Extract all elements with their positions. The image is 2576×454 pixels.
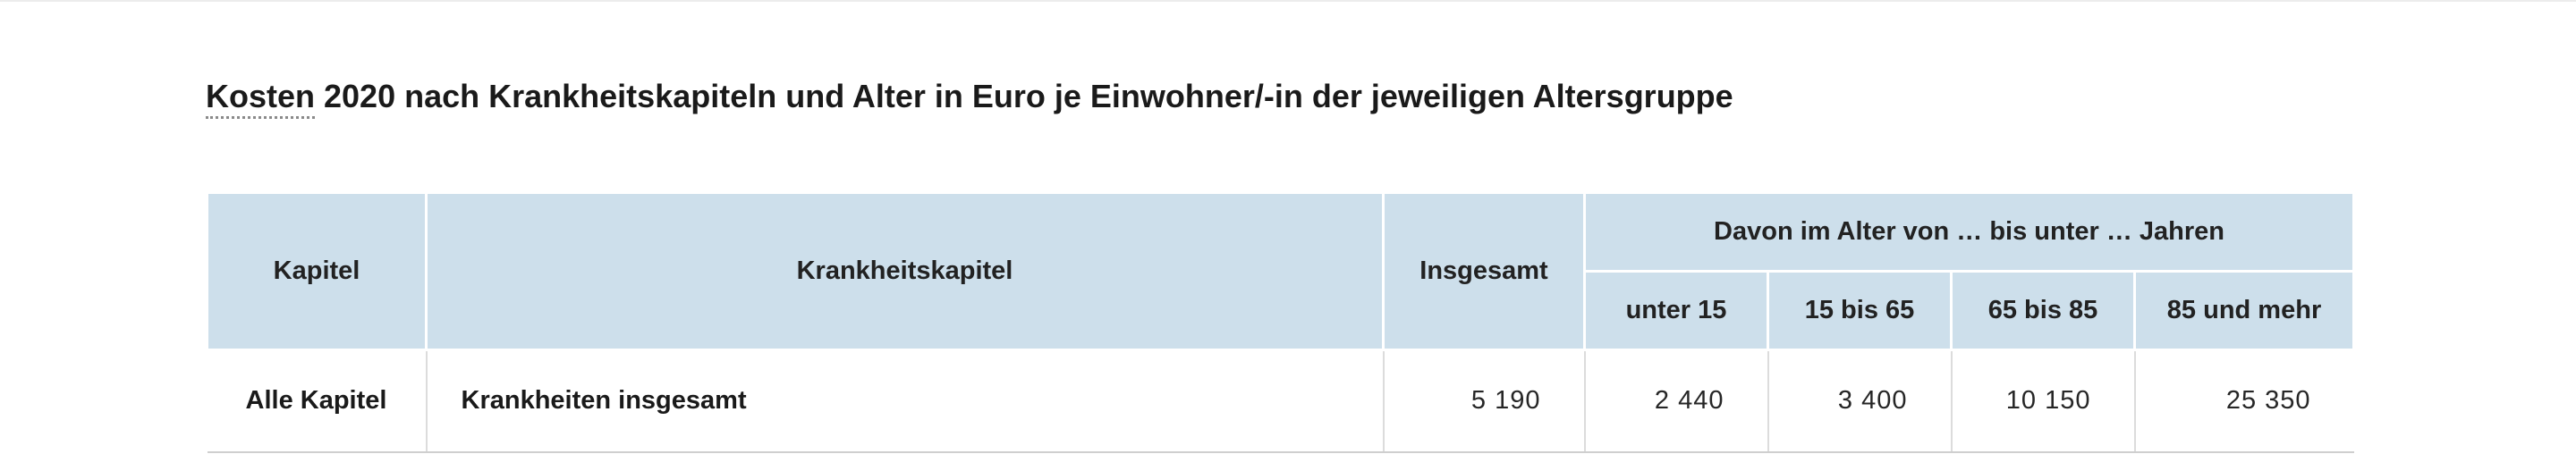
col-header-85-und-mehr: 85 und mehr [2132, 270, 2356, 351]
page-title-rest: 2020 nach Krankheitskapiteln und Alter i… [315, 78, 1733, 114]
cell-65-bis-85: 10 150 [1950, 349, 2136, 453]
cell-unter-15: 2 440 [1583, 349, 1769, 453]
col-header-kapitel: Kapitel [206, 191, 428, 351]
col-header-65-bis-85: 65 bis 85 [1950, 270, 2136, 351]
cell-insgesamt: 5 190 [1382, 349, 1586, 453]
cost-by-age-table: Kapitel Krankheitskapitel Insgesamt Davo… [206, 191, 2356, 453]
glossary-term-kosten[interactable]: Kosten [206, 78, 316, 119]
cell-85-und-mehr: 25 350 [2133, 349, 2354, 453]
col-header-krankheitskapitel: Krankheitskapitel [425, 191, 1385, 351]
col-header-unter-15: unter 15 [1583, 270, 1769, 351]
table-body: Alle Kapitel Krankheiten insgesamt 5 190… [207, 349, 2354, 453]
col-header-insgesamt: Insgesamt [1382, 191, 1586, 351]
cell-15-bis-65: 3 400 [1767, 349, 1953, 453]
col-header-15-bis-65: 15 bis 65 [1767, 270, 1953, 351]
cell-krankheitskapitel: Krankheiten insgesamt [425, 349, 1385, 453]
table-row: Alle Kapitel Krankheiten insgesamt 5 190… [207, 349, 2354, 453]
page-title: Kosten 2020 nach Krankheitskapiteln und … [206, 77, 1733, 119]
col-header-age-group: Davon im Alter von … bis unter … Jahren [1582, 191, 2356, 273]
table-header: Kapitel Krankheitskapitel Insgesamt Davo… [206, 191, 2356, 351]
cell-kapitel: Alle Kapitel [207, 349, 428, 453]
